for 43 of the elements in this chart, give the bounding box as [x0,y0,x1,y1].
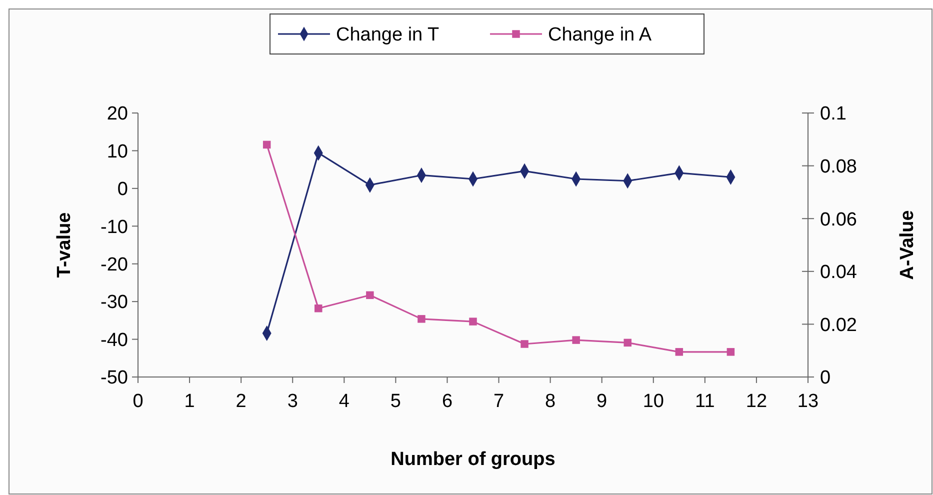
point [314,304,322,312]
x-tick-label: 11 [695,391,715,412]
y-tick-label: -40 [100,330,128,351]
y2-tick-label: 0.02 [820,314,857,336]
y-tick-label: -20 [100,254,128,276]
x-tick-label: 9 [596,391,608,412]
point [726,348,735,356]
point [572,336,580,344]
y-tick-label: -10 [100,216,128,238]
x-tick-label: 3 [287,391,298,412]
y2-tick-label: 0.04 [820,262,858,284]
point [366,291,374,300]
point [469,318,477,326]
y-tick-label: 20 [106,104,128,125]
legend-label: Change in T [336,24,440,46]
x-tick-label: 1 [184,391,195,412]
y2-axis-title: A-Value [897,210,918,280]
x-tick-label: 7 [493,391,504,412]
x-tick-label: 10 [642,391,664,412]
x-axis-title: Number of groups [390,449,556,470]
y2-tick-label: 0.08 [820,156,857,178]
point [520,340,528,348]
x-tick-label: 12 [746,391,768,412]
y-tick-label: -50 [100,368,128,389]
y2-tick-label: 0.1 [820,104,846,125]
x-tick-label: 0 [132,391,144,412]
y-tick-label: 10 [106,141,128,162]
point [262,140,271,149]
point [675,348,684,356]
x-tick-label: 2 [236,391,246,412]
x-tick-label: 4 [338,391,350,412]
y-tick-label: -30 [100,292,128,314]
y2-tick-label: 0 [820,368,831,389]
y-tick-label: 0 [117,179,128,200]
x-tick-label: 8 [545,391,556,412]
x-tick-label: 5 [390,391,401,412]
x-tick-label: 6 [442,391,453,412]
x-tick-label: 13 [797,391,819,412]
y-axis-title: T-value [54,212,75,278]
y2-tick-label: 0.06 [820,209,857,230]
legend-label: Change in A [548,24,652,46]
point [624,338,632,347]
point [418,315,426,323]
